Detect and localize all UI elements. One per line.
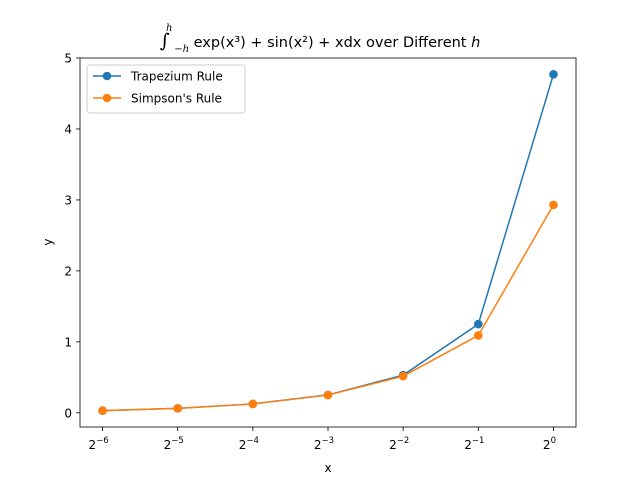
y-tick-label: 4 (64, 122, 72, 136)
y-tick-label: 3 (64, 193, 72, 207)
x-tick-label-base: 2 (314, 438, 322, 452)
y-tick-label: 0 (64, 406, 72, 420)
title-suffix: over Different (366, 35, 471, 51)
legend-marker (102, 93, 112, 103)
x-tick-label-exponent: −1 (472, 436, 485, 446)
legend-label: Simpson's Rule (131, 92, 222, 106)
data-point (549, 200, 558, 210)
data-point (323, 390, 333, 400)
legend-label: Trapezium Rule (130, 70, 223, 84)
x-tick-label-exponent: 0 (551, 436, 556, 446)
x-tick-label-base: 2 (239, 438, 247, 452)
title-integral-sign: ∫ (160, 30, 170, 52)
data-point (398, 371, 408, 381)
chart-title: ∫ −h exp(x³) + sin(x²) + xdx over Differ… (160, 30, 481, 56)
x-tick-label: 2−3 (314, 436, 334, 452)
data-point (474, 319, 483, 329)
series-2 (98, 200, 558, 415)
legend-entry: Trapezium Rule (93, 70, 223, 84)
x-tick-label-base: 2 (464, 438, 472, 452)
x-tick-label: 2−5 (164, 436, 184, 452)
x-tick-label-base: 2 (389, 438, 397, 452)
x-axis-ticks: 2−6 2−5 2−4 2−3 2−2 2−1 20 (88, 427, 556, 452)
x-tick-label-base: 2 (88, 438, 96, 452)
x-axis-label: x (324, 461, 331, 475)
x-tick-label: 2−1 (464, 436, 484, 452)
data-point (248, 399, 258, 409)
data-point (98, 406, 107, 415)
x-tick-label-exponent: −3 (322, 436, 335, 446)
y-axis-label: y (41, 238, 55, 245)
legend-entry: Simpson's Rule (93, 92, 222, 106)
title-upper-limit: h (166, 23, 172, 34)
title-body: exp(x³) + sin(x²) + xdx (194, 35, 362, 51)
x-tick-label: 2−4 (239, 436, 259, 452)
x-tick-label-base: 2 (164, 438, 172, 452)
title-variable: h (471, 35, 480, 51)
x-tick-label-base: 2 (543, 438, 551, 452)
x-tick-label: 2−2 (389, 436, 409, 452)
data-point (173, 404, 182, 413)
x-tick-label-exponent: −4 (246, 436, 259, 446)
y-axis-ticks: 0 1 2 3 4 5 (64, 52, 80, 420)
data-point (549, 70, 558, 79)
legend: Trapezium Rule Simpson's Rule (86, 64, 246, 114)
title-lower-limit: −h (174, 44, 189, 55)
x-tick-label-exponent: −2 (397, 436, 410, 446)
legend-marker (102, 71, 112, 81)
series-layer (98, 70, 558, 415)
y-tick-label: 1 (64, 335, 72, 349)
x-tick-label-exponent: −6 (96, 436, 109, 446)
x-tick-label: 2−6 (88, 436, 108, 452)
y-tick-label: 5 (64, 52, 72, 66)
y-tick-label: 2 (64, 264, 72, 278)
x-tick-label: 20 (543, 436, 556, 452)
legend-frame (86, 64, 246, 114)
data-point (474, 331, 483, 340)
x-tick-label-exponent: −5 (171, 436, 184, 446)
